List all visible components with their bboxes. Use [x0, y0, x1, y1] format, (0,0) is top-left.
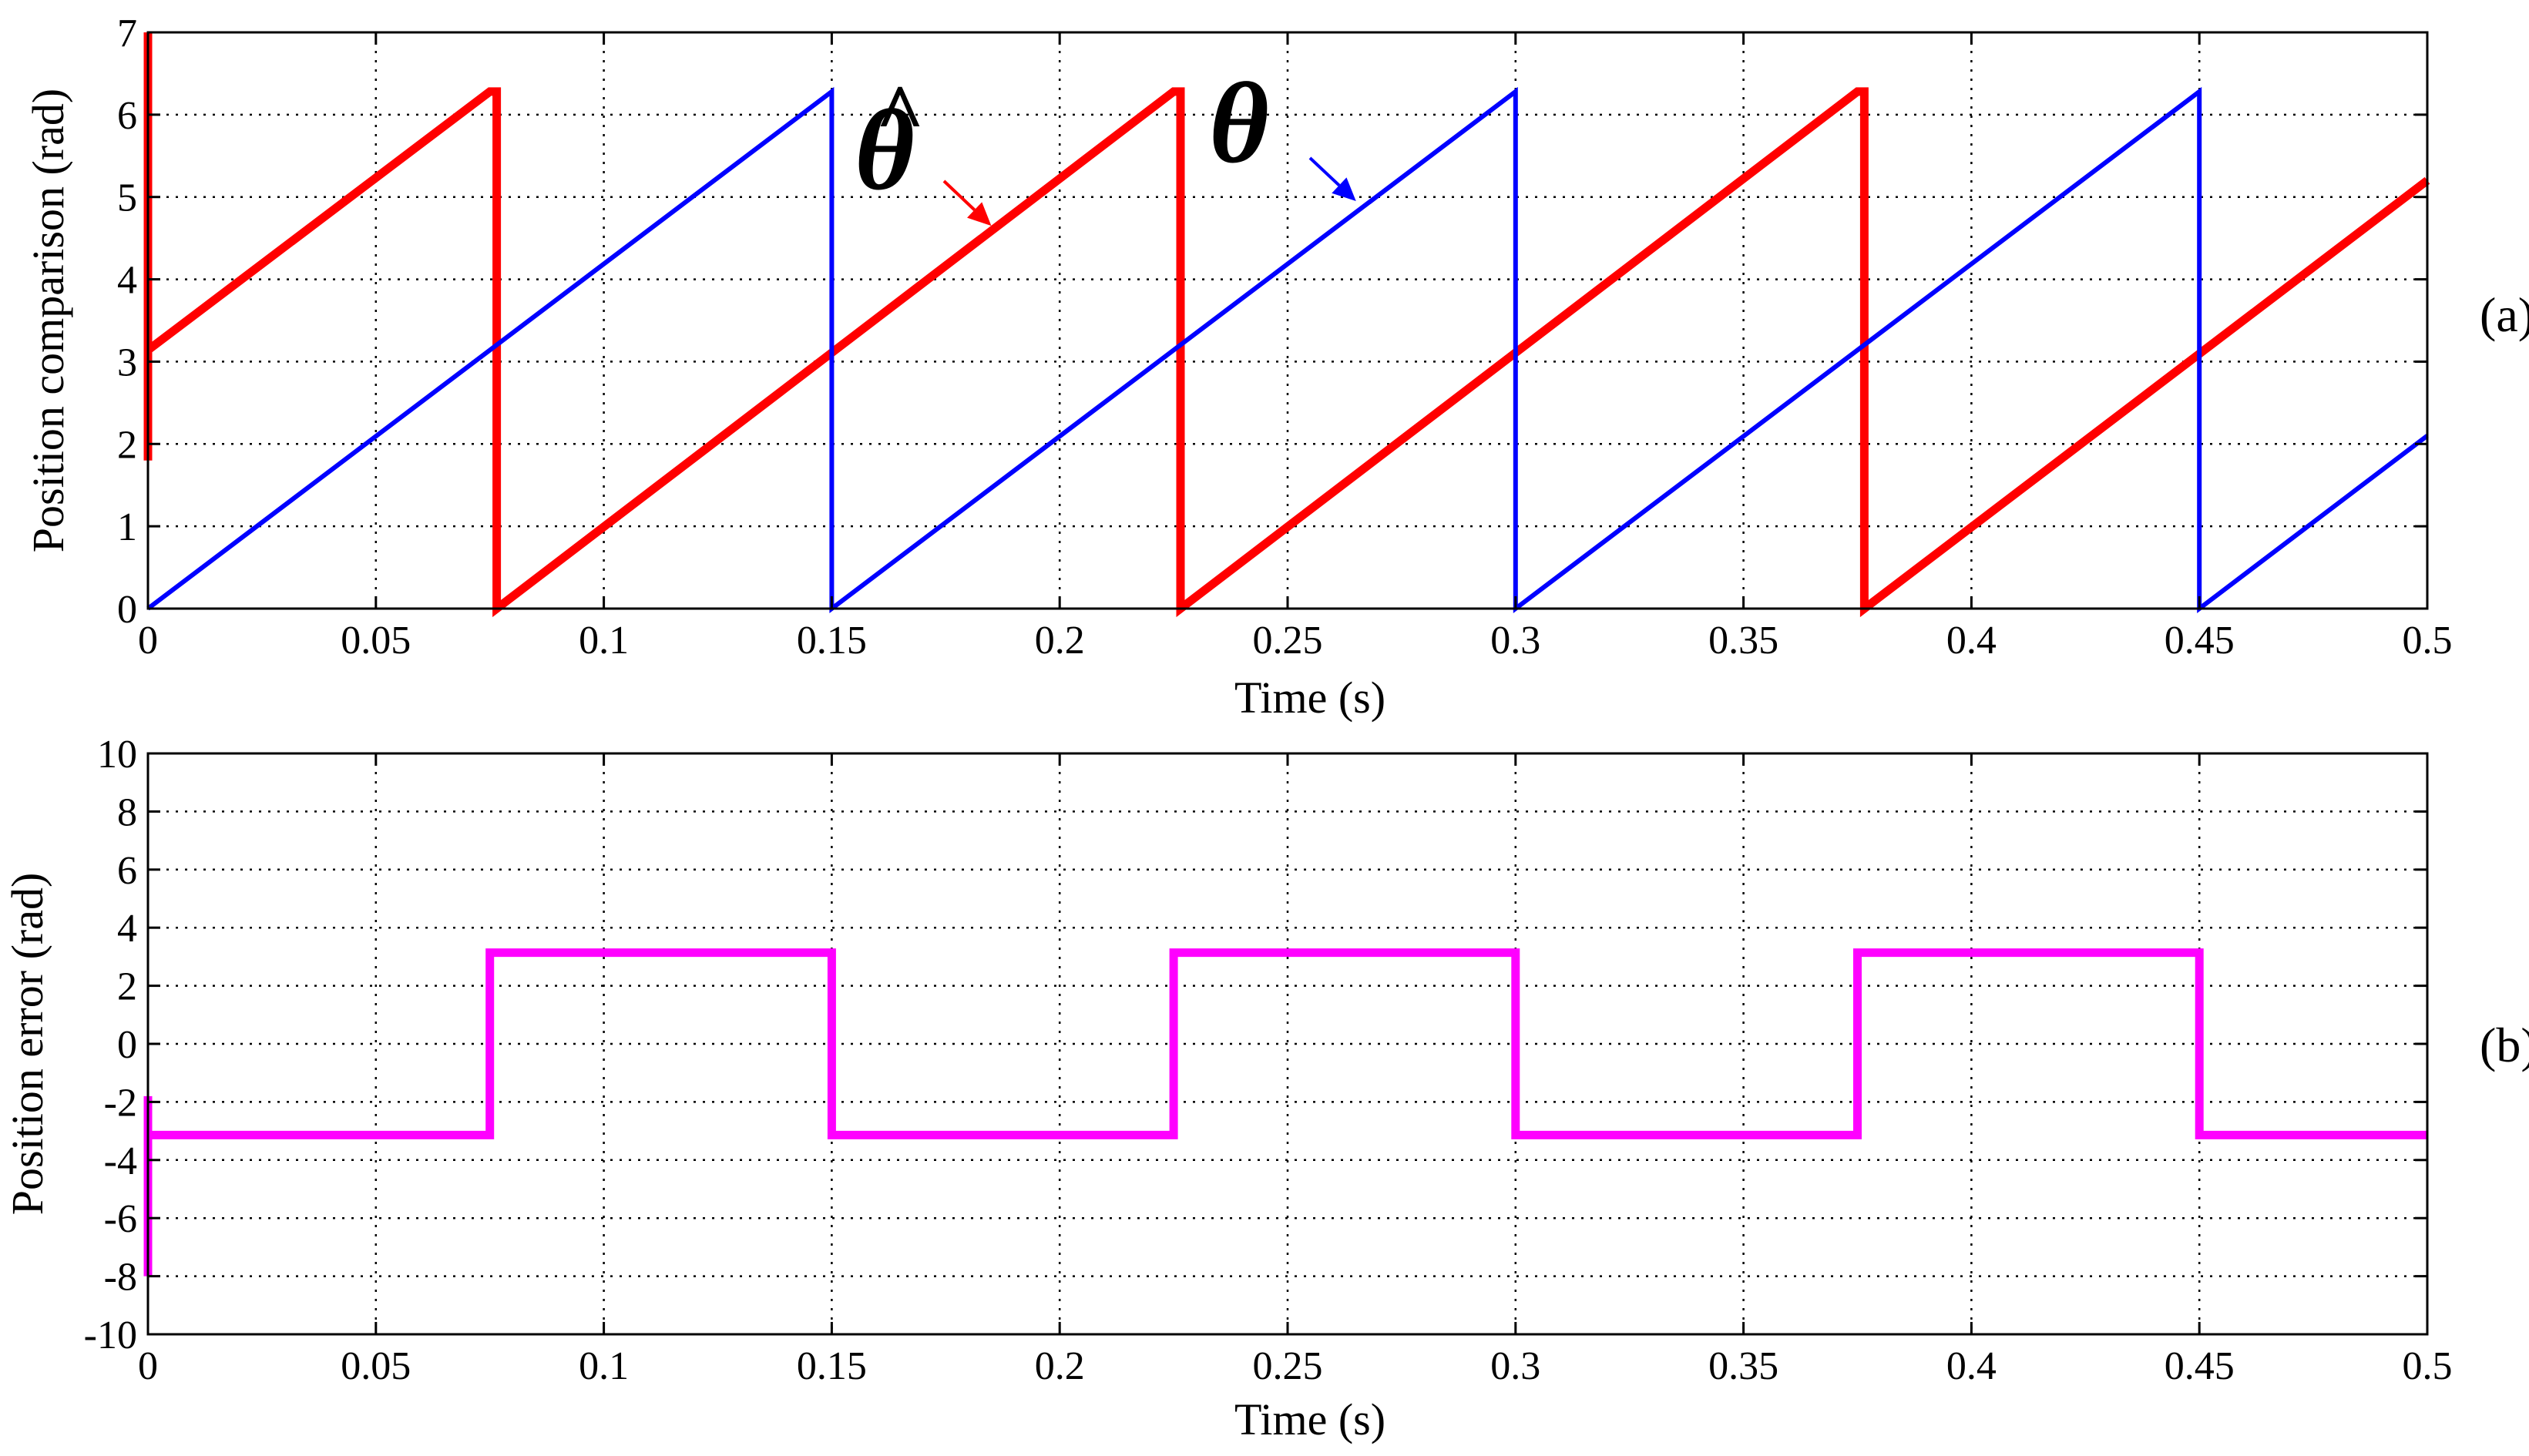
y-tick-label-5: 5 [117, 176, 137, 220]
y-tick-label-7: 4 [117, 907, 137, 951]
y-tick-label-2: 2 [117, 423, 137, 467]
panel-a-annotations: θ^ θ [855, 59, 1356, 226]
series-position-error [143, 948, 2427, 1277]
panel-b-series [143, 948, 2427, 1277]
x-tick-label-4: 0.2 [1035, 1344, 1085, 1388]
annotation-label-theta-hat: θ [855, 86, 915, 214]
y-tick-label-10: 10 [97, 733, 137, 777]
panel-b-y-axis-label: Position error (rad) [2, 873, 52, 1216]
x-tick-label-8: 0.4 [1946, 619, 1997, 663]
x-tick-label-3: 0.15 [797, 619, 867, 663]
x-tick-label-7: 0.35 [1708, 1344, 1778, 1388]
y-tick-label-2: -6 [104, 1197, 137, 1241]
x-tick-label-5: 0.25 [1253, 1344, 1323, 1388]
x-tick-label-0: 0 [138, 619, 158, 663]
annotation-arrow-head-theta [1332, 177, 1356, 202]
x-tick-label-1: 0.05 [341, 1344, 411, 1388]
y-tick-label-4: 4 [117, 259, 137, 303]
annotation-arrow-line-theta [1308, 156, 1341, 186]
x-tick-label-7: 0.35 [1708, 619, 1778, 663]
x-tick-label-1: 0.05 [341, 619, 411, 663]
y-tick-label-3: 3 [117, 341, 137, 384]
y-tick-label-1: 1 [117, 505, 137, 549]
x-tick-label-6: 0.3 [1490, 619, 1540, 663]
annotation-arrow-head-theta-hat [967, 202, 992, 226]
panel-b-x-axis-label: Time (s) [1234, 1394, 1385, 1444]
panel-a-grid [148, 32, 2427, 609]
y-tick-label-0: 0 [117, 588, 137, 632]
x-tick-label-3: 0.15 [797, 1344, 867, 1388]
x-tick-label-0: 0 [138, 1344, 158, 1388]
series-theta [146, 86, 2429, 614]
x-tick-label-10: 0.5 [2403, 1344, 2453, 1388]
panel-b-ticks: 0 0.05 0.1 0.15 0.2 0.25 0.3 0.35 0.4 0.45 0.5 -10 -… [84, 733, 2453, 1388]
y-tick-label-6: 2 [117, 965, 137, 1009]
x-tick-label-9: 0.45 [2165, 1344, 2235, 1388]
y-tick-label-0: -10 [84, 1313, 137, 1357]
panel-a-y-axis-label: Position comparison (rad) [23, 89, 73, 552]
annotation-arrow-line-theta-hat [942, 179, 976, 211]
panel-a-ticks: 0 0.05 0.1 0.15 0.2 0.25 0.3 0.35 0.4 0.45 0.5 0 1 2 3… [117, 12, 2453, 663]
x-tick-label-6: 0.3 [1490, 1344, 1540, 1388]
y-tick-label-3: -4 [104, 1139, 137, 1183]
panel-b-position-error: 0 0.05 0.1 0.15 0.2 0.25 0.3 0.35 0.4 0.45 0.5 -10 -… [2, 733, 2529, 1444]
panel-a-x-axis-label: Time (s) [1234, 673, 1385, 723]
y-tick-label-9: 8 [117, 790, 137, 834]
x-tick-label-5: 0.25 [1253, 619, 1323, 663]
y-tick-label-4: -2 [104, 1081, 137, 1125]
panel-b-grid [148, 753, 2427, 1334]
x-tick-label-10: 0.5 [2403, 619, 2453, 663]
x-tick-label-9: 0.45 [2165, 619, 2235, 663]
y-tick-label-1: -8 [104, 1256, 137, 1300]
annotation-hat-theta-hat: ^ [875, 67, 925, 161]
panel-b-tag: (b) [2480, 1018, 2529, 1072]
y-tick-label-8: 6 [117, 849, 137, 893]
annotation-label-theta: θ [1209, 59, 1269, 187]
x-tick-label-8: 0.4 [1946, 1344, 1997, 1388]
y-tick-label-5: 0 [117, 1023, 137, 1067]
x-tick-label-4: 0.2 [1035, 619, 1085, 663]
panel-a-position-comparison: 0 0.05 0.1 0.15 0.2 0.25 0.3 0.35 0.4 0.45 0.5 0 1 2 3… [23, 12, 2529, 723]
panel-a-tag: (a) [2480, 287, 2529, 342]
y-tick-label-7: 7 [117, 12, 137, 55]
y-tick-label-6: 6 [117, 94, 137, 138]
x-tick-label-2: 0.1 [579, 619, 629, 663]
x-tick-label-2: 0.1 [579, 1344, 629, 1388]
